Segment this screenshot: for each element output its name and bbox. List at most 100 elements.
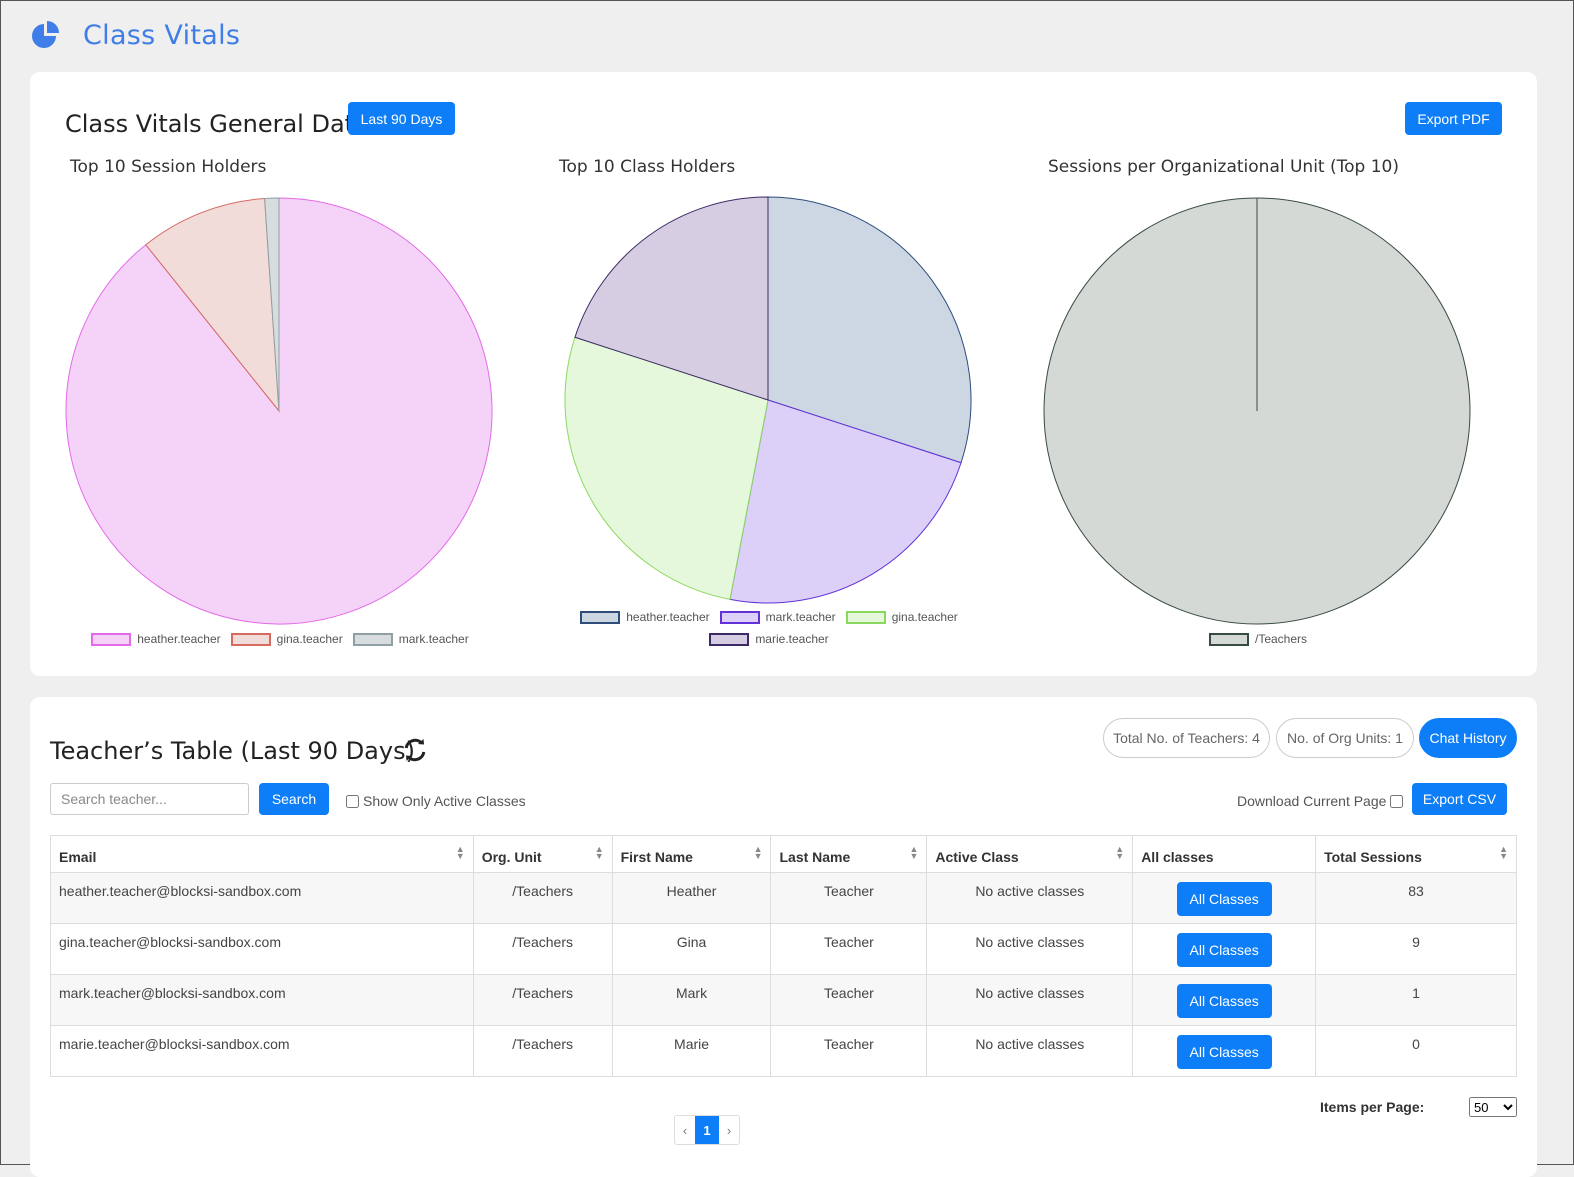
pie-slice[interactable]: [729, 399, 962, 604]
column-header-all-classes: All classes: [1132, 835, 1317, 873]
download-current-checkbox[interactable]: [1390, 794, 1404, 808]
legend-item[interactable]: heather.teacher: [580, 606, 710, 628]
column-header-last-name[interactable]: Last Name ▲ ▼: [770, 835, 928, 873]
refresh-icon[interactable]: [403, 738, 427, 762]
all-classes-button[interactable]: All Classes: [1176, 933, 1272, 967]
search-button[interactable]: Search: [259, 783, 329, 815]
pie-slice[interactable]: [65, 197, 493, 625]
teachers-table-title: Teacher’s Table (Last 90 Days): [50, 737, 415, 765]
legend-swatch: [719, 610, 760, 624]
sort-icon[interactable]: ▲ ▼: [1115, 844, 1125, 861]
all-classes-button[interactable]: All Classes: [1176, 1035, 1272, 1069]
total-sessions-cell: 1: [1315, 974, 1517, 1026]
active-only-checkbox[interactable]: [346, 794, 359, 808]
legend-label: heather.teacher: [137, 632, 221, 646]
app-header: Class Vitals: [31, 17, 240, 53]
total-teachers-badge: Total No. of Teachers: 4: [1103, 718, 1270, 758]
first-name-cell: Heather: [611, 872, 772, 924]
active-only-filter: Show Only Active Classes: [346, 793, 526, 809]
table-header-row: Email ▲ ▼ Org. Unit ▲ ▼ First Name ▲ ▼ Last Na…: [50, 835, 1517, 873]
pie-slice[interactable]: [145, 197, 280, 413]
session-holders-pie: [65, 197, 493, 625]
last-name-cell: Teacher: [770, 923, 928, 975]
legend-label: mark.teacher: [765, 610, 836, 624]
table-row: gina.teacher@blocksi-sandbox.com /Teache…: [50, 923, 1517, 975]
all-classes-cell: All Classes: [1132, 923, 1317, 975]
email-cell: heather.teacher@blocksi-sandbox.com: [50, 872, 474, 924]
sort-icon[interactable]: ▲ ▼: [909, 844, 919, 861]
chat-history-button[interactable]: Chat History: [1419, 718, 1517, 758]
pager-page-1[interactable]: 1: [695, 1116, 719, 1144]
class-holders-pie: [564, 196, 972, 604]
pagination: ‹ 1 ›: [674, 1115, 740, 1145]
download-current-label: Download Current Page: [1237, 793, 1387, 809]
all-classes-button[interactable]: All Classes: [1176, 882, 1272, 916]
org-unit-cell: /Teachers: [472, 1025, 613, 1077]
legend-swatch: [352, 632, 393, 646]
legend-item[interactable]: mark.teacher: [719, 606, 836, 628]
pie-slice[interactable]: [564, 336, 769, 600]
column-header-org-unit[interactable]: Org. Unit ▲ ▼: [472, 835, 613, 873]
email-cell: gina.teacher@blocksi-sandbox.com: [50, 923, 474, 975]
export-csv-button[interactable]: Export CSV: [1412, 783, 1507, 815]
active-class-cell: No active classes: [926, 974, 1134, 1026]
org-unit-cell: /Teachers: [472, 974, 613, 1026]
first-name-cell: Marie: [611, 1025, 772, 1077]
last-90-days-button[interactable]: Last 90 Days: [348, 102, 455, 135]
legend-item[interactable]: marie.teacher: [709, 628, 829, 650]
column-header-first-name[interactable]: First Name ▲ ▼: [611, 835, 772, 873]
class-holders-legend: heather.teacher mark.teacher gina.teacher m…: [559, 606, 979, 650]
org-unit-cell: /Teachers: [472, 923, 613, 975]
pie-slice[interactable]: [767, 196, 972, 464]
table-row: mark.teacher@blocksi-sandbox.com /Teache…: [50, 974, 1517, 1026]
column-header-total-sessions[interactable]: Total Sessions ▲ ▼: [1315, 835, 1517, 873]
legend-label: mark.teacher: [398, 632, 469, 646]
sort-icon[interactable]: ▲ ▼: [1499, 844, 1508, 861]
sort-icon[interactable]: ▲ ▼: [753, 844, 763, 861]
active-class-cell: No active classes: [926, 872, 1134, 924]
all-classes-button[interactable]: All Classes: [1176, 984, 1272, 1018]
download-current-page: Download Current Page: [1237, 793, 1404, 809]
total-sessions-cell: 9: [1315, 923, 1517, 975]
chart-title-class-holders: Top 10 Class Holders: [559, 157, 736, 177]
last-name-cell: Teacher: [770, 872, 928, 924]
email-cell: marie.teacher@blocksi-sandbox.com: [50, 1025, 474, 1077]
pager-prev-button[interactable]: ‹: [682, 1122, 688, 1138]
legend-swatch: [845, 610, 886, 624]
items-per-page-select[interactable]: 50: [1469, 1097, 1517, 1117]
legend-label: heather.teacher: [626, 610, 710, 624]
active-only-label: Show Only Active Classes: [363, 793, 526, 809]
legend-label: gina.teacher: [891, 610, 958, 624]
sort-icon[interactable]: ▲ ▼: [455, 844, 465, 861]
org-units-badge: No. of Org Units: 1: [1276, 718, 1414, 758]
legend-item[interactable]: gina.teacher: [230, 628, 343, 650]
teachers-table-card: Teacher’s Table (Last 90 Days) Total No.…: [30, 697, 1537, 1177]
search-input[interactable]: [50, 783, 249, 815]
last-name-cell: Teacher: [770, 1025, 928, 1077]
pie-slice[interactable]: [574, 196, 769, 401]
legend-swatch: [580, 610, 621, 624]
pie-slice[interactable]: [264, 197, 280, 412]
legend-label: /Teachers: [1254, 632, 1308, 646]
legend-item[interactable]: mark.teacher: [352, 628, 469, 650]
pager-next-button[interactable]: ›: [726, 1122, 732, 1138]
last-name-cell: Teacher: [770, 974, 928, 1026]
first-name-cell: Mark: [611, 974, 772, 1026]
general-data-title: Class Vitals General Data: [65, 110, 369, 138]
chart-title-org-units: Sessions per Organizational Unit (Top 10…: [1048, 157, 1399, 177]
legend-item[interactable]: heather.teacher: [91, 628, 221, 650]
export-pdf-button[interactable]: Export PDF: [1405, 102, 1502, 135]
column-header-email[interactable]: Email ▲ ▼: [50, 835, 474, 873]
table-row: heather.teacher@blocksi-sandbox.com /Tea…: [50, 872, 1517, 924]
teachers-table: Email ▲ ▼ Org. Unit ▲ ▼ First Name ▲ ▼ Last Na…: [50, 835, 1517, 1077]
column-header-active-class[interactable]: Active Class ▲ ▼: [926, 835, 1134, 873]
email-cell: mark.teacher@blocksi-sandbox.com: [50, 974, 474, 1026]
sort-icon[interactable]: ▲ ▼: [594, 844, 604, 861]
org-unit-cell: /Teachers: [472, 872, 613, 924]
total-sessions-cell: 83: [1315, 872, 1517, 924]
legend-item[interactable]: /Teachers: [1208, 628, 1308, 650]
general-data-card: Class Vitals General Data Last 90 Days E…: [30, 72, 1537, 676]
all-classes-cell: All Classes: [1132, 974, 1317, 1026]
legend-swatch: [91, 632, 132, 646]
legend-item[interactable]: gina.teacher: [845, 606, 958, 628]
